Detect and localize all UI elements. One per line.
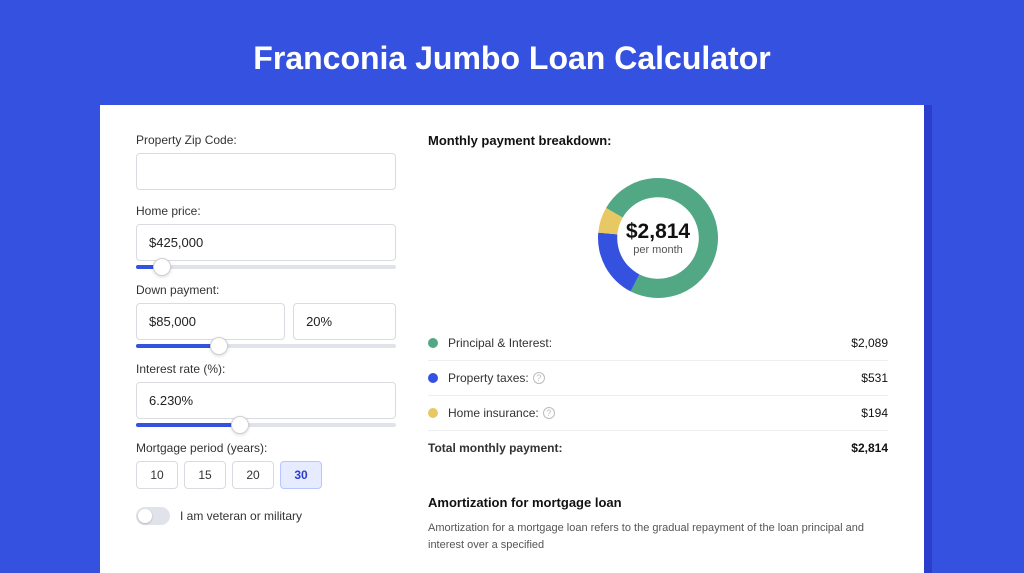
donut-amount: $2,814 [626, 220, 690, 244]
legend-label: Property taxes: [448, 371, 529, 385]
legend-dot [428, 408, 438, 418]
slider-fill [136, 344, 219, 348]
legend-value: $531 [861, 371, 888, 385]
total-row: Total monthly payment: $2,814 [428, 430, 888, 465]
legend-value: $194 [861, 406, 888, 420]
slider-thumb[interactable] [210, 337, 228, 355]
down-payment-percent-input[interactable] [293, 303, 396, 340]
home-price-field: Home price: [136, 204, 396, 269]
down-payment-amount-input[interactable] [136, 303, 285, 340]
total-value: $2,814 [851, 441, 888, 455]
slider-thumb[interactable] [153, 258, 171, 276]
breakdown-title: Monthly payment breakdown: [428, 133, 888, 148]
total-label: Total monthly payment: [428, 441, 562, 455]
legend-row-1: Property taxes:? $531 [428, 361, 888, 396]
home-price-slider[interactable] [136, 265, 396, 269]
zip-label: Property Zip Code: [136, 133, 396, 147]
legend: Principal & Interest: $2,089 Property taxe… [428, 326, 888, 430]
page-title: Franconia Jumbo Loan Calculator [0, 0, 1024, 105]
home-price-label: Home price: [136, 204, 396, 218]
zip-field: Property Zip Code: [136, 133, 396, 190]
donut-chart: $2,814 per month [588, 168, 728, 308]
amortization-text: Amortization for a mortgage loan refers … [428, 520, 888, 553]
zip-input[interactable] [136, 153, 396, 190]
legend-label: Home insurance: [448, 406, 539, 420]
donut-wrap: $2,814 per month [428, 160, 888, 326]
donut-sub: per month [626, 244, 690, 256]
period-option-30[interactable]: 30 [280, 461, 322, 489]
veteran-label: I am veteran or military [180, 509, 302, 523]
breakdown-panel: Monthly payment breakdown: $2,814 per mo… [428, 133, 888, 553]
period-option-10[interactable]: 10 [136, 461, 178, 489]
home-price-input[interactable] [136, 224, 396, 261]
interest-rate-slider[interactable] [136, 423, 396, 427]
down-payment-label: Down payment: [136, 283, 396, 297]
legend-row-0: Principal & Interest: $2,089 [428, 326, 888, 361]
veteran-row: I am veteran or military [136, 507, 396, 525]
legend-dot [428, 338, 438, 348]
period-option-20[interactable]: 20 [232, 461, 274, 489]
info-icon[interactable]: ? [543, 407, 555, 419]
calculator-card: Property Zip Code: Home price: Down paym… [100, 105, 924, 573]
legend-dot [428, 373, 438, 383]
interest-rate-label: Interest rate (%): [136, 362, 396, 376]
slider-thumb[interactable] [231, 416, 249, 434]
legend-label: Principal & Interest: [448, 336, 552, 350]
interest-rate-field: Interest rate (%): [136, 362, 396, 427]
down-payment-slider[interactable] [136, 344, 396, 348]
info-icon[interactable]: ? [533, 372, 545, 384]
period-option-15[interactable]: 15 [184, 461, 226, 489]
form-panel: Property Zip Code: Home price: Down paym… [136, 133, 396, 553]
interest-rate-input[interactable] [136, 382, 396, 419]
slider-fill [136, 423, 240, 427]
down-payment-field: Down payment: [136, 283, 396, 348]
donut-center: $2,814 per month [626, 220, 690, 256]
veteran-toggle[interactable] [136, 507, 170, 525]
legend-value: $2,089 [851, 336, 888, 350]
amortization-title: Amortization for mortgage loan [428, 495, 888, 510]
mortgage-period-label: Mortgage period (years): [136, 441, 396, 455]
legend-row-2: Home insurance:? $194 [428, 396, 888, 430]
mortgage-period-field: Mortgage period (years): 10152030 [136, 441, 396, 489]
mortgage-period-options: 10152030 [136, 461, 396, 489]
